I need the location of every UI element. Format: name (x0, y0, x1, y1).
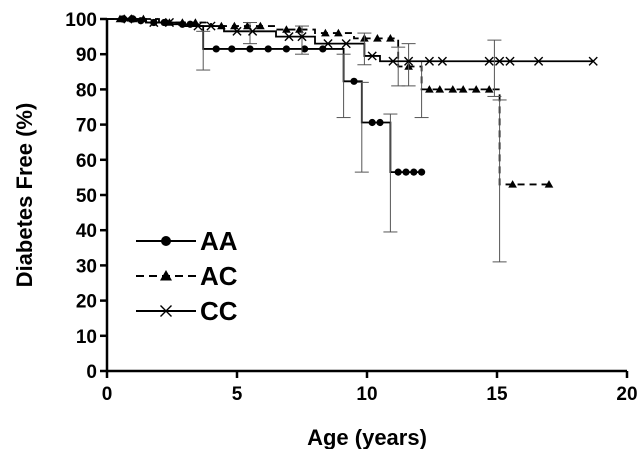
legend-item-aa: AA (136, 226, 238, 256)
censored-point (402, 168, 410, 176)
legend-marker (160, 270, 172, 281)
legend-label: AA (200, 226, 238, 256)
censored-point (373, 34, 382, 42)
y-tick-label: 0 (86, 362, 97, 383)
y-tick-label: 100 (65, 10, 97, 31)
censored-point (248, 26, 258, 36)
censored-point (230, 21, 239, 30)
y-tick-label: 10 (76, 327, 97, 348)
legend: AA AC CC (136, 226, 238, 326)
censored-point (164, 17, 174, 28)
censored-point (448, 85, 458, 93)
x-axis-title: Age (years) (307, 425, 427, 449)
series-ac (107, 14, 554, 263)
censored-point (367, 51, 377, 61)
axes (105, 19, 627, 373)
censored-point (484, 56, 494, 66)
censored-point (228, 45, 236, 53)
censored-point (246, 45, 254, 53)
series-cc (107, 14, 598, 97)
y-tick-label: 40 (76, 221, 97, 242)
ticks: 0 10 20 30 40 50 60 70 80 90 100 0 5 10 15 20 (65, 10, 637, 405)
legend-item-ac: AC (136, 261, 238, 291)
x-tick-label: 5 (232, 384, 243, 405)
censored-point (191, 18, 200, 26)
censored-point (232, 26, 242, 36)
x-tick-label: 20 (616, 384, 637, 405)
censored-point (123, 14, 133, 24)
censored-point (394, 168, 402, 176)
censored-point (297, 32, 307, 42)
censored-point (284, 32, 294, 42)
censored-point (368, 118, 376, 127)
legend-marker (160, 305, 172, 317)
y-tick-label: 90 (76, 45, 97, 66)
censored-point (410, 168, 418, 176)
legend-label: CC (200, 296, 238, 326)
censored-point (437, 56, 447, 66)
y-tick-label: 80 (76, 80, 97, 101)
censored-point (321, 28, 330, 37)
censored-point (149, 17, 159, 28)
censored-point (264, 45, 272, 53)
censored-point (458, 85, 468, 93)
y-tick-label: 30 (76, 256, 97, 277)
censored-point (206, 21, 216, 31)
y-tick-label: 70 (76, 116, 97, 137)
legend-label: AC (200, 261, 238, 291)
x-tick-label: 0 (102, 384, 113, 405)
censored-point (212, 45, 220, 53)
x-tick-label: 15 (486, 384, 508, 405)
censored-point (508, 180, 517, 188)
y-tick-label: 20 (76, 292, 97, 313)
series-aa (107, 15, 426, 233)
censored-point (484, 85, 494, 93)
censored-point (588, 56, 598, 66)
legend-marker (161, 236, 171, 246)
censored-point (435, 85, 445, 93)
censored-point (424, 56, 434, 66)
censored-point (418, 168, 426, 176)
censored-point (282, 25, 291, 33)
plot-area (107, 14, 598, 263)
censored-point (404, 56, 414, 66)
x-tick-label: 10 (356, 384, 377, 405)
legend-item-cc: CC (136, 296, 238, 326)
censored-point (350, 77, 358, 85)
censored-point (505, 56, 515, 66)
y-tick-label: 60 (76, 151, 97, 172)
censored-point (386, 34, 395, 42)
y-axis-title: Diabetes Free (%) (12, 103, 37, 288)
censored-point (495, 56, 505, 66)
censored-point (471, 85, 481, 93)
censored-point (425, 85, 434, 93)
censored-point (534, 56, 544, 66)
censored-point (334, 28, 343, 37)
censored-point (301, 45, 309, 53)
censored-point (544, 180, 554, 188)
censored-point (341, 39, 351, 49)
censored-point (256, 21, 265, 30)
censored-point (193, 21, 203, 31)
y-tick-label: 50 (76, 186, 97, 207)
censored-point (388, 56, 398, 66)
series-line-aa (107, 18, 422, 174)
censored-point (376, 118, 384, 127)
censored-point (323, 39, 333, 49)
censored-point (282, 45, 290, 53)
